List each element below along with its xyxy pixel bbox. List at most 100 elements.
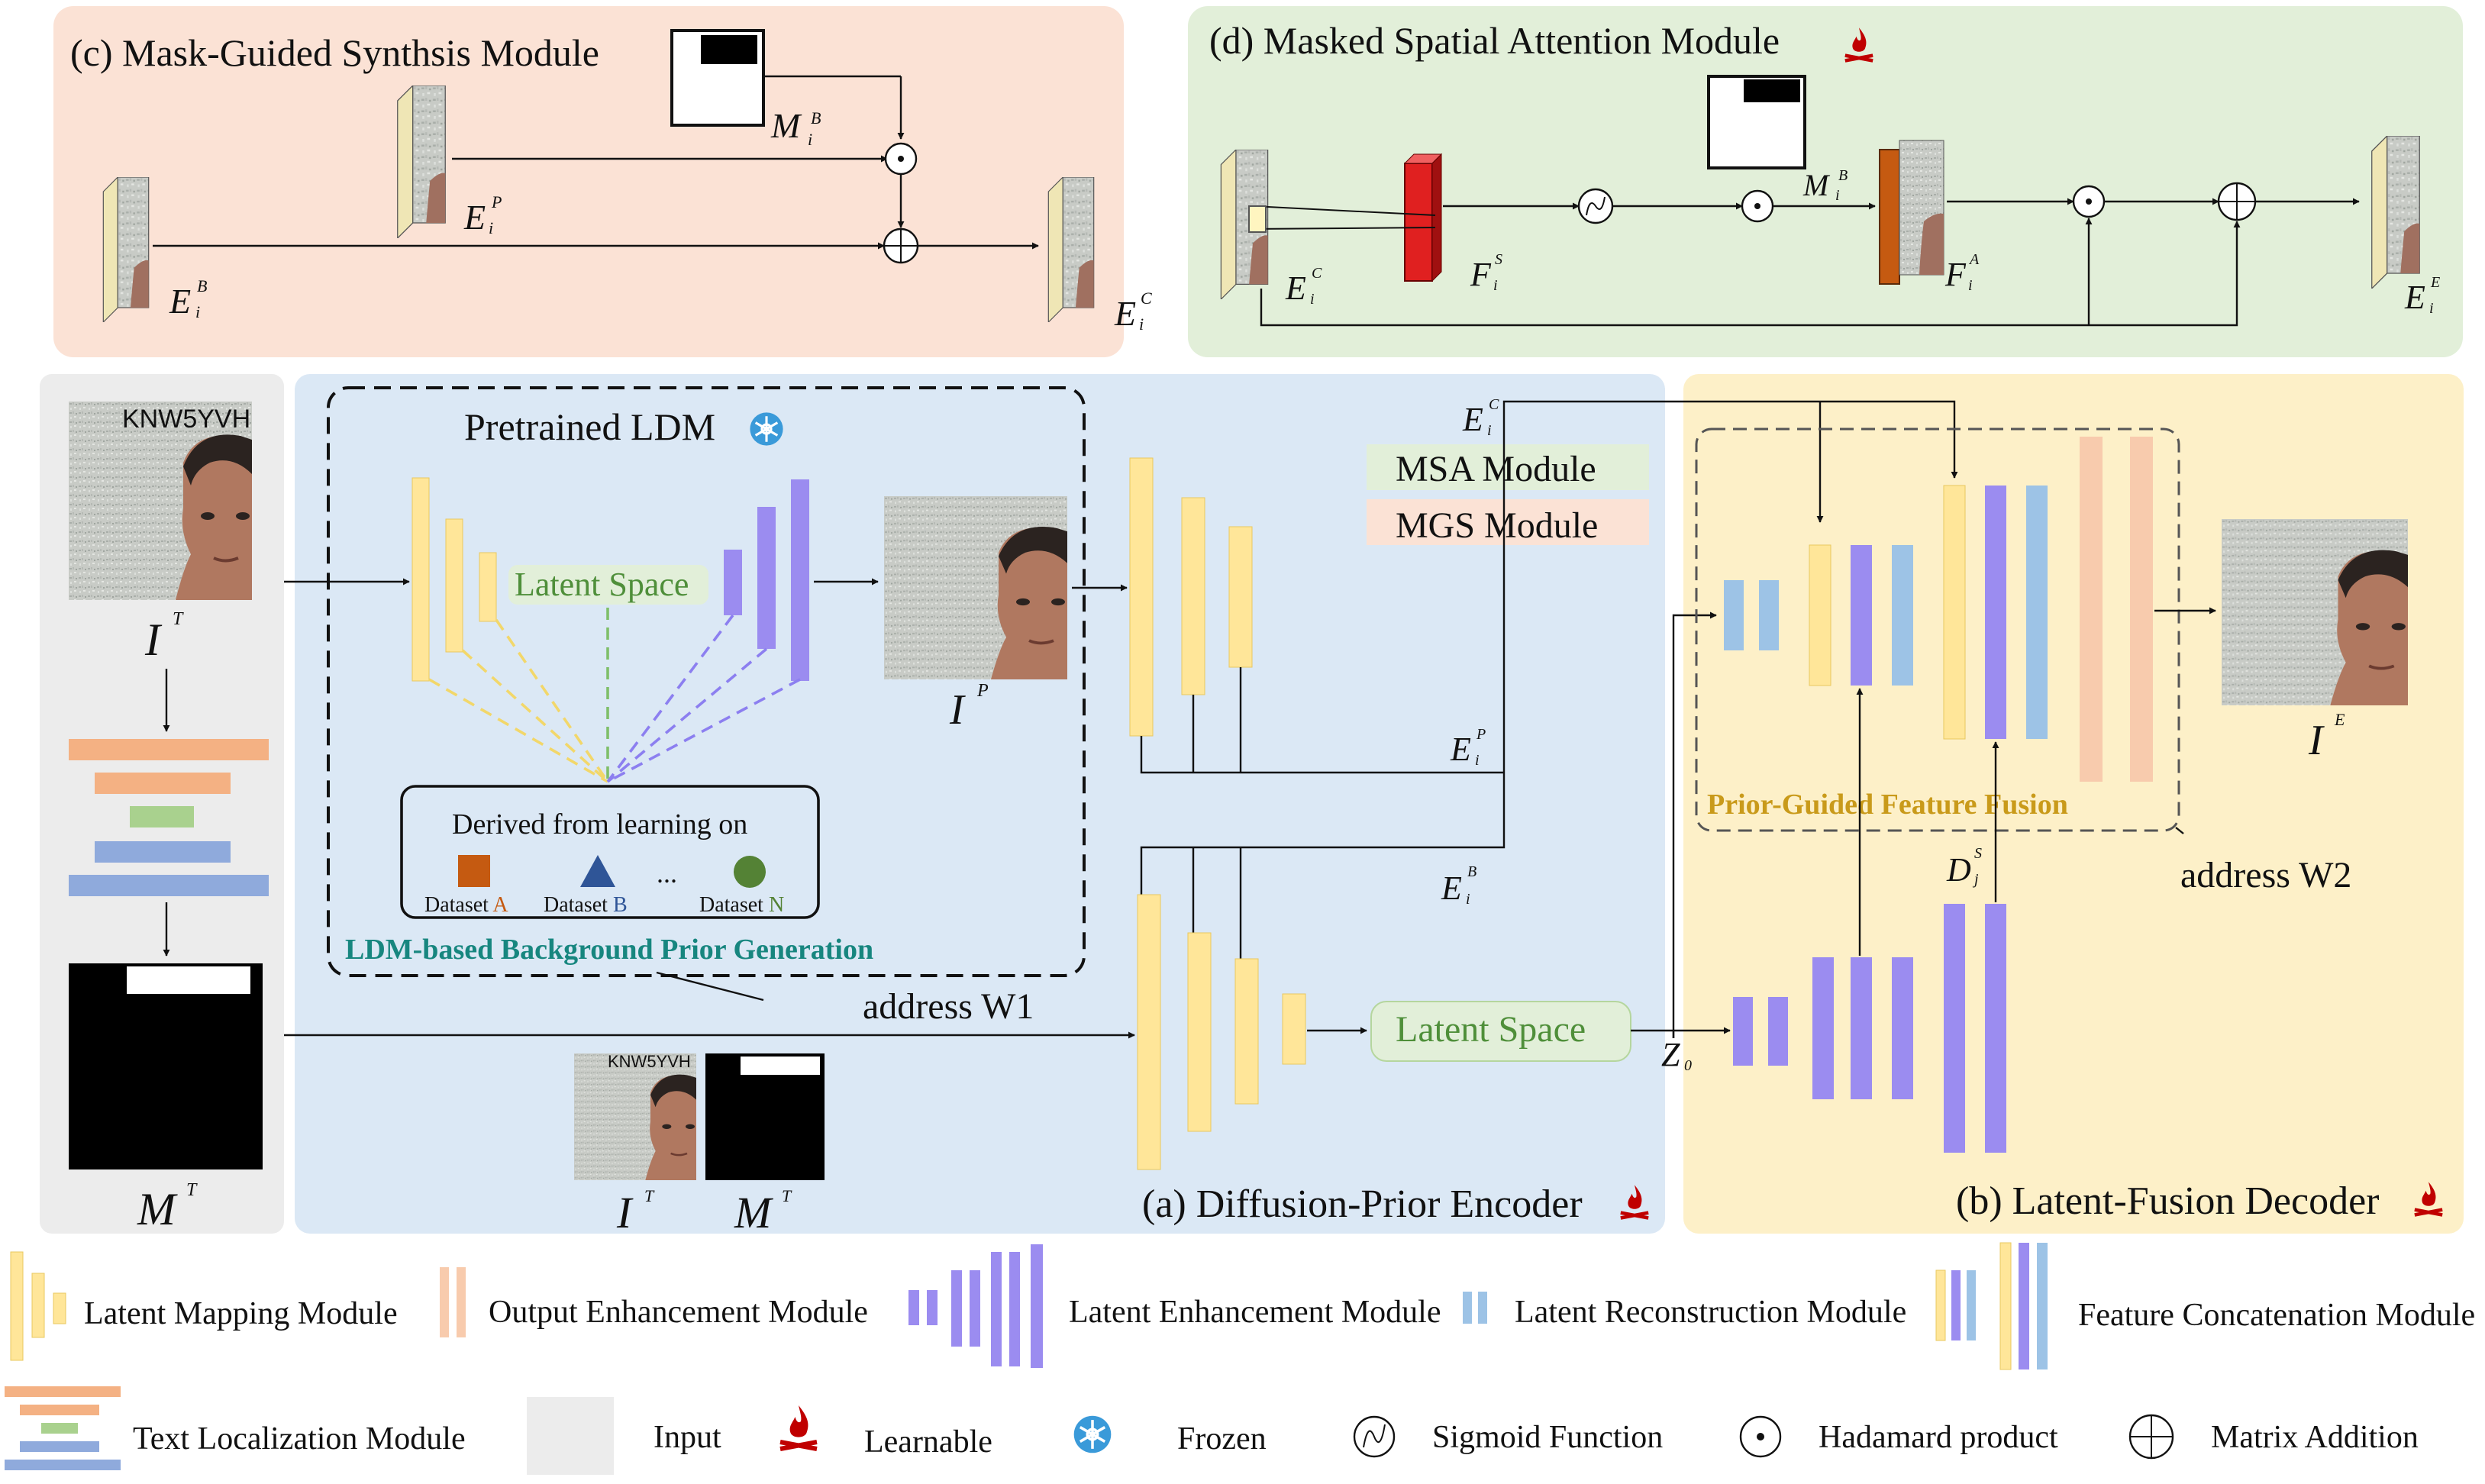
dataset-box — [400, 785, 820, 919]
enhancement-block-5 — [1892, 957, 1913, 1099]
dataset-n-label: Dataset N — [699, 893, 784, 917]
svg-text:0: 0 — [1684, 1057, 1692, 1074]
svg-text:i: i — [1466, 891, 1470, 908]
svg-text:E: E — [463, 198, 486, 237]
mgs-module-panel — [53, 6, 1124, 357]
legend-latent-mapping-bar-3 — [53, 1292, 66, 1324]
legend-feature-concat-bar-3 — [1967, 1270, 1976, 1340]
svg-text:i: i — [1968, 277, 1973, 294]
svg-text:S: S — [1495, 251, 1502, 268]
svg-text:P: P — [1476, 726, 1486, 743]
legend-frozen: Frozen — [1177, 1421, 1267, 1457]
ldm-decoder-block-2 — [757, 507, 776, 649]
ldm-latent-space-label: Latent Space — [515, 566, 689, 603]
svg-text:j: j — [1972, 871, 1979, 888]
svg-text:T: T — [644, 1186, 655, 1205]
text-localization-bar-5 — [69, 875, 269, 896]
svg-text:i: i — [1493, 277, 1498, 294]
legend-latent-mapping-bar-1 — [10, 1251, 24, 1361]
svg-text:E: E — [1114, 294, 1136, 333]
dataset-ellipsis: ... — [657, 858, 677, 889]
svg-text:i: i — [1310, 291, 1315, 308]
encoder-block-4 — [1282, 993, 1306, 1065]
legend-learnable: Learnable — [864, 1424, 992, 1460]
msa-module-box — [1367, 444, 1649, 490]
svg-text:A: A — [1968, 251, 1980, 268]
legend-feature-concat-bar-4 — [1999, 1242, 2012, 1370]
legend-text-loc-bar-2 — [20, 1405, 99, 1415]
legend-text-loc-bar-4 — [20, 1441, 99, 1452]
legend-latent-reconstruction: Latent Reconstruction Module — [1515, 1295, 1906, 1330]
address-w1: address W1 — [863, 986, 1034, 1027]
concat-block-2-purple — [1985, 486, 2006, 739]
enhancement-block-2 — [1768, 997, 1788, 1066]
ldm-decoder-block-3 — [791, 479, 809, 681]
mgs-module-label: MGS Module — [1396, 505, 1598, 546]
plate-text: KNW5YVH — [122, 405, 250, 434]
output-enhancement-block-1 — [2080, 437, 2103, 782]
svg-text:T: T — [186, 1180, 198, 1200]
text-localization-bar-2 — [95, 773, 231, 794]
legend-feature-concat-bar-2 — [1951, 1270, 1961, 1340]
ldm-caption: LDM-based Background Prior Generation — [345, 934, 873, 966]
ldm-encoder-block-2 — [445, 518, 463, 653]
svg-text:E: E — [2334, 710, 2345, 729]
dataset-n-icon — [734, 856, 766, 888]
derived-from-label: Derived from learning on — [452, 808, 747, 840]
prior-encoder-block-3 — [1228, 526, 1253, 668]
concat-block-1-blue — [1892, 545, 1913, 686]
legend-text-loc-bar-3 — [41, 1423, 78, 1434]
concat-block-2-yellow — [1943, 485, 1966, 740]
prior-image-ip — [884, 496, 1067, 679]
legend-latent-mapping: Latent Mapping Module — [84, 1296, 398, 1331]
dataset-b-label: Dataset B — [544, 893, 628, 917]
svg-text:F: F — [1944, 256, 1967, 293]
encoder-block-1 — [1137, 894, 1161, 1170]
svg-text:T: T — [782, 1186, 792, 1205]
legend-output-enhancement-bar-2 — [457, 1267, 466, 1337]
fusion-caption: Prior-Guided Feature Fusion — [1707, 789, 2068, 821]
ldm-encoder-block-3 — [479, 552, 497, 622]
encoder-block-2 — [1187, 932, 1212, 1132]
svg-text:i: i — [1139, 315, 1144, 334]
svg-text:I: I — [2308, 717, 2325, 764]
mask-mb-fill — [701, 35, 757, 64]
legend-feature-concatenation: Feature Concatenation Module — [2078, 1298, 2475, 1333]
svg-text:B: B — [1467, 863, 1476, 880]
frozen-icon-ldm — [748, 411, 785, 447]
svg-text:E: E — [1450, 731, 1471, 768]
svg-text:B: B — [197, 276, 207, 295]
svg-text:E: E — [1441, 869, 1462, 907]
thumbnail-plate-text: KNW5YVH — [608, 1052, 691, 1071]
svg-text:C: C — [1141, 289, 1152, 308]
legend-latent-enhancement-bar-1 — [908, 1290, 919, 1325]
svg-text:i: i — [195, 302, 200, 321]
dataset-a-label: Dataset A — [424, 893, 508, 917]
svg-text:i: i — [489, 218, 493, 237]
svg-text:E: E — [2404, 279, 2425, 316]
msa-module-label: MSA Module — [1396, 449, 1596, 489]
svg-text:i: i — [1835, 187, 1840, 204]
mask-mt — [69, 963, 263, 1169]
decoder-label: (b) Latent-Fusion Decoder — [1956, 1179, 2379, 1223]
ldm-dashed-box — [327, 386, 1086, 977]
output-enhancement-block-2 — [2130, 437, 2153, 782]
svg-text:i: i — [808, 130, 812, 149]
svg-text:B: B — [811, 108, 821, 127]
concat-block-1-purple — [1851, 545, 1872, 686]
prior-encoder-block-2 — [1181, 497, 1205, 695]
svg-text:M: M — [1802, 168, 1831, 202]
svg-text:I: I — [616, 1188, 634, 1237]
thumbnail-it — [574, 1053, 696, 1180]
ldm-encoder-block-1 — [411, 477, 430, 682]
dataset-a-icon — [458, 855, 490, 887]
msa-module-panel — [1188, 6, 2463, 357]
output-image-ie — [2222, 519, 2408, 705]
enhancement-block-4 — [1851, 957, 1872, 1099]
legend-learnable-icon — [780, 1405, 817, 1449]
svg-text:E: E — [169, 282, 191, 321]
legend-latent-enhancement-bar-4 — [970, 1270, 980, 1347]
svg-text:I: I — [949, 686, 966, 734]
svg-text:i: i — [2429, 300, 2434, 317]
concat-block-2-blue — [2026, 486, 2048, 739]
